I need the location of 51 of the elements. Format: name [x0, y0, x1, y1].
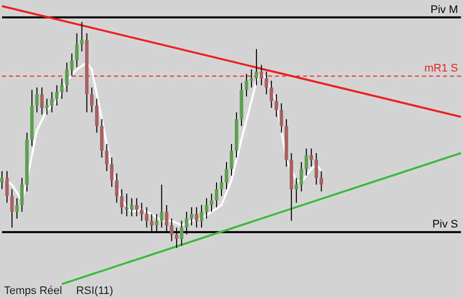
candlestick	[300, 162, 304, 192]
candlestick	[90, 86, 94, 113]
candlestick	[224, 162, 228, 190]
candlestick	[60, 78, 64, 100]
ref-line-label: mR1 S	[424, 62, 458, 75]
candlestick	[105, 143, 109, 172]
candlestick	[244, 73, 248, 98]
candlestick	[314, 152, 318, 186]
text: Temps Réel	[4, 285, 62, 297]
candlestick	[80, 21, 84, 52]
candlestick	[140, 202, 144, 222]
candlestick	[35, 86, 39, 113]
candlestick	[260, 64, 264, 86]
candlestick	[194, 206, 198, 228]
candlestick	[214, 182, 218, 208]
candlestick	[220, 175, 224, 196]
candlestick	[304, 148, 308, 176]
candlestick	[15, 198, 19, 220]
ref-line-label: Piv S	[432, 218, 458, 231]
candlestick	[45, 98, 49, 116]
candlestick	[120, 188, 124, 215]
candlestick	[40, 86, 44, 116]
candlestick	[310, 148, 314, 168]
candlestick	[75, 32, 79, 68]
candlestick	[70, 53, 74, 77]
candlestick	[200, 204, 204, 228]
candlestick	[5, 170, 9, 204]
candlestick	[254, 48, 258, 86]
candlestick	[204, 198, 208, 220]
candlestick	[65, 62, 69, 92]
candlestick	[115, 172, 118, 204]
candlestick	[280, 102, 284, 134]
candlestick	[50, 91, 54, 113]
text: RSI(11)	[76, 285, 114, 297]
candlestick	[20, 177, 24, 212]
candlestick	[10, 188, 14, 228]
candlestick	[294, 177, 298, 204]
candlestick	[274, 94, 278, 118]
candlestick	[264, 71, 268, 95]
candlestick	[210, 193, 214, 212]
candlestick	[270, 80, 274, 108]
candlestick	[110, 157, 114, 188]
candlestick	[144, 206, 148, 228]
candlestick	[95, 98, 99, 134]
candlestick	[130, 198, 134, 217]
candlestick	[160, 184, 164, 228]
ref-line-label: Piv M	[430, 4, 458, 16]
candlestick	[320, 170, 324, 192]
candlestick	[134, 198, 138, 217]
candlestick	[55, 84, 59, 106]
candlestick	[190, 206, 194, 226]
